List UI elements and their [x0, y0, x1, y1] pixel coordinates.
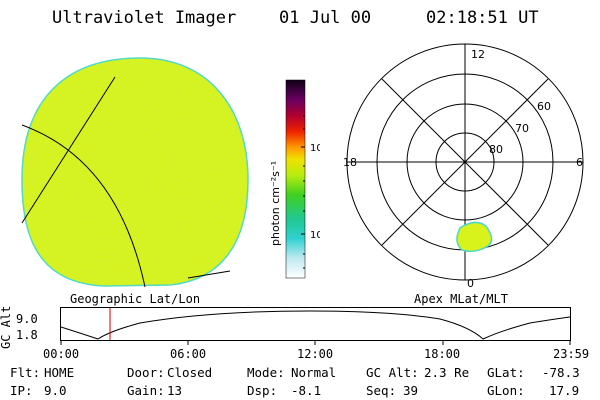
door-label: Door: [127, 365, 165, 380]
timeline-ytick-max: 9.0 [16, 312, 38, 326]
mode-value: Normal [291, 365, 337, 380]
colorbar-ticks [301, 115, 305, 269]
disk-texture [22, 58, 248, 286]
mlat-label-60: 60 [537, 100, 551, 113]
colorbar-unit-label: photon cm⁻²s⁻¹ [269, 161, 282, 246]
auroral-patch [456, 221, 493, 253]
timeline-plot [60, 307, 571, 345]
gain-label: Gain: [127, 383, 165, 398]
dsp-value: -8.1 [291, 383, 322, 398]
gcalt-label: GC Alt: [366, 365, 419, 380]
timeline-xtick-0000: 00:00 [43, 347, 80, 361]
flt-label: Flt: [10, 365, 41, 380]
colorbar: 100 10 photon cm⁻²s⁻¹ [269, 79, 320, 279]
colorbar-tick-10: 10 [310, 230, 320, 241]
timeline-xtick-1800: 18:00 [424, 347, 461, 361]
timeline-axis-title: GC Alt [0, 305, 13, 349]
date-label: 01 Jul 00 [279, 8, 372, 28]
door-value: Closed [167, 365, 213, 380]
polar-grid [346, 43, 584, 281]
glon-value: 17.9 [549, 383, 580, 398]
altitude-curve [60, 310, 571, 340]
timeline-x-ticks [60, 340, 571, 345]
gain-value: 13 [167, 383, 183, 398]
gcalt-value: 2.3 Re [424, 365, 470, 380]
colorbar-tick-100: 100 [310, 143, 320, 154]
timeline-xtick-1200: 12:00 [297, 347, 334, 361]
mlat-label-70: 70 [515, 122, 529, 135]
mlt-label-12: 12 [471, 48, 485, 61]
mlat-label-80: 80 [489, 143, 503, 156]
seq-label: Seq: [366, 383, 397, 398]
mlt-label-0: 0 [467, 277, 474, 290]
colorbar-gradient [285, 79, 306, 279]
mode-label: Mode: [247, 365, 285, 380]
ip-label: IP: [10, 383, 33, 398]
ip-value: 9.0 [44, 383, 67, 398]
glat-value: -78.3 [542, 365, 580, 380]
timeline-xtick-0600: 06:00 [170, 347, 207, 361]
apex-label: Apex MLat/MLT [414, 292, 508, 306]
timeline-xtick-2359: 23:59 [553, 347, 590, 361]
mlt-label-6: 6 [576, 156, 583, 169]
geographic-image-panel [21, 57, 249, 288]
time-label: 02:18:51 UT [426, 8, 539, 28]
mlt-label-18: 18 [343, 156, 357, 169]
flt-value: HOME [44, 365, 75, 380]
seq-value: 39 [403, 383, 419, 398]
polar-grid-panel: 12 0 18 6 60 70 80 [343, 43, 584, 290]
instrument-title: Ultraviolet Imager [52, 8, 237, 28]
dsp-label: Dsp: [247, 383, 278, 398]
glon-label: GLon: [487, 383, 525, 398]
timeline-ytick-min: 1.8 [16, 328, 38, 342]
glat-label: GLat: [487, 365, 525, 380]
geo-grid-lines [21, 76, 231, 288]
geographic-label: Geographic Lat/Lon [70, 292, 201, 306]
